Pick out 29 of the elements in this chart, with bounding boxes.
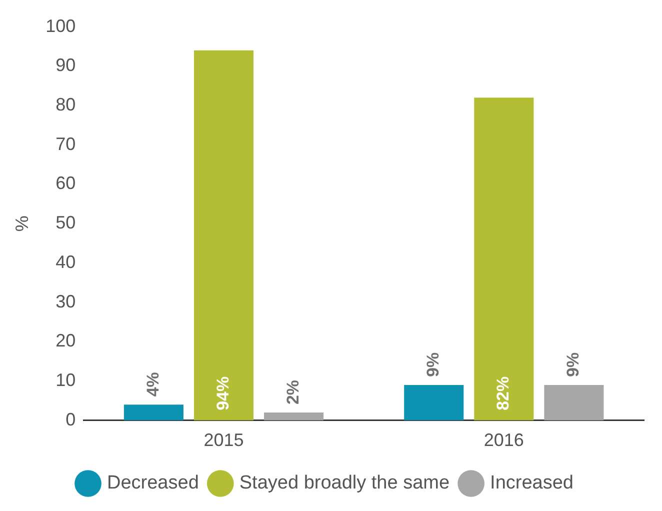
y-tick-label: 60: [56, 173, 76, 194]
bar: [124, 404, 184, 420]
y-tick-label: 40: [56, 252, 76, 272]
bar: [194, 50, 254, 420]
bar: [474, 98, 534, 420]
legend-label: Decreased: [107, 472, 199, 494]
data-label: 94%: [213, 376, 232, 410]
legend-label: Increased: [490, 472, 574, 494]
bar: [404, 384, 464, 420]
data-label: 2%: [283, 380, 302, 405]
y-tick-label: 70: [56, 134, 76, 154]
y-tick-label: 90: [56, 55, 76, 76]
y-tick-label: 50: [56, 212, 76, 233]
legend-label: Stayed broadly the same: [239, 472, 450, 494]
data-label: 4%: [143, 372, 162, 397]
data-label: 82%: [494, 376, 513, 410]
x-tick-label: 2015: [204, 430, 244, 450]
y-tick-label: 0: [66, 409, 76, 430]
y-tick-label: 100: [46, 16, 76, 36]
bar: [544, 384, 604, 420]
y-tick-label: 20: [56, 330, 76, 351]
y-tick-label: 80: [56, 94, 76, 114]
y-axis-title: %: [12, 216, 32, 232]
x-tick-label: 2016: [484, 430, 524, 450]
data-label: 9%: [424, 352, 443, 377]
y-tick-label: 30: [56, 291, 76, 312]
data-label: 9%: [564, 352, 583, 377]
bar: [264, 412, 324, 420]
y-tick-label: 10: [56, 370, 76, 390]
